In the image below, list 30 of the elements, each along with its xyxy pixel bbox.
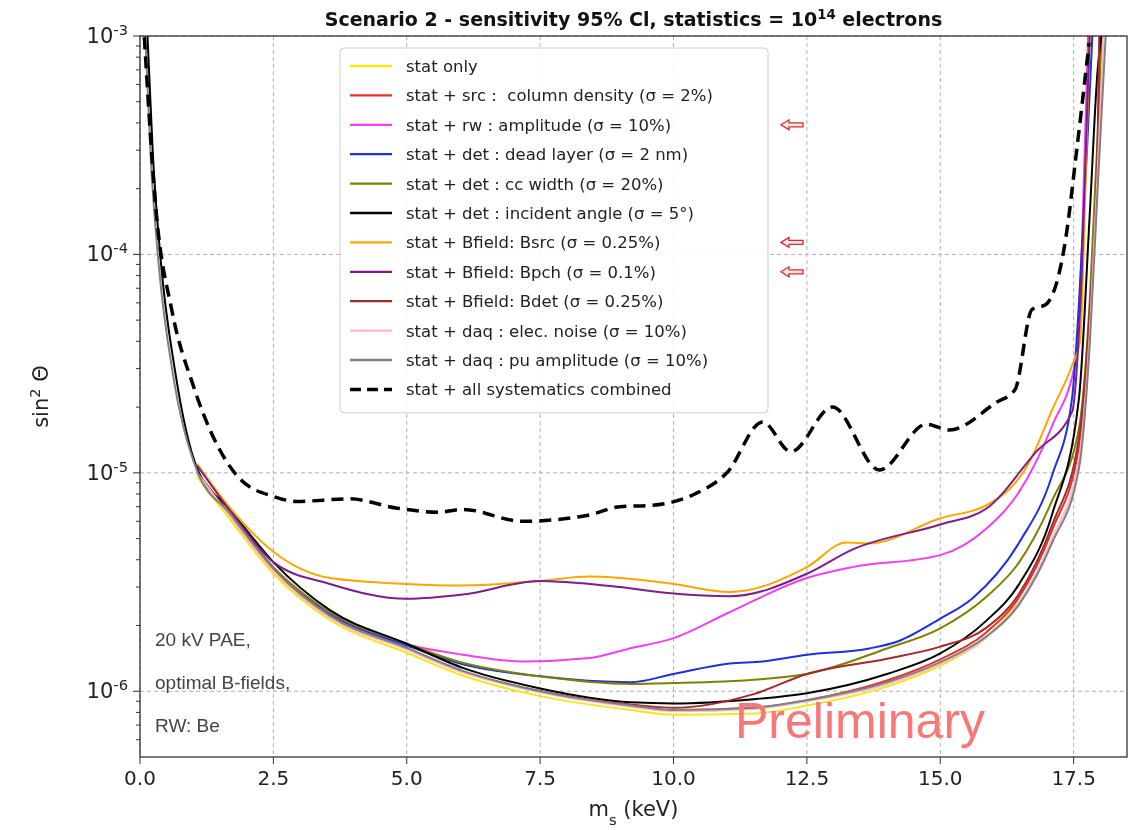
- legend-label: stat + daq : elec. noise (σ = 10%): [406, 321, 687, 341]
- legend-label: stat + Bfield: Bpch (σ = 0.1%): [406, 262, 656, 282]
- legend-label: stat + det : dead layer (σ = 2 nm): [406, 145, 689, 165]
- x-tick-label: 7.5: [524, 766, 557, 790]
- legend-label: stat only: [406, 57, 479, 76]
- y-tick-label: 10$^{-4}$: [86, 238, 128, 267]
- annotation: RW: Be: [155, 715, 220, 736]
- annotation: optimal B-fields,: [155, 672, 291, 693]
- x-tick-label: 5.0: [390, 766, 423, 790]
- x-axis-title: m$_{s}$ (keV): [588, 797, 679, 828]
- legend-label: stat + det : incident angle (σ = 5°): [406, 204, 695, 223]
- y-tick-label: 10$^{-3}$: [86, 20, 128, 48]
- legend-label: stat + Bfield: Bsrc (σ = 0.25%): [406, 233, 661, 253]
- x-tick-label: 10.0: [651, 766, 696, 790]
- legend-label: stat + det : cc width (σ = 20%): [406, 174, 664, 194]
- x-tick-label: 0.0: [124, 766, 156, 790]
- legend-label: stat + daq : pu amplitude (σ = 10%): [406, 351, 709, 370]
- chart-title: Scenario 2 - sensitivity 95% Cl, statistics = 10$^{14}$ electrons: [324, 6, 943, 30]
- y-tick-label: 10$^{-6}$: [86, 675, 128, 704]
- x-tick-label: 12.5: [784, 766, 830, 790]
- x-tick-label: 17.5: [1051, 766, 1096, 790]
- annotation: 20 kV PAE,: [155, 629, 251, 650]
- x-tick-label: 2.5: [257, 766, 290, 790]
- legend-label: stat + Bfield: Bdet (σ = 0.25%): [406, 292, 664, 312]
- legend-label: stat + src : column density (σ = 2%): [406, 86, 713, 106]
- x-tick-label: 15.0: [918, 766, 963, 790]
- y-tick-label: 10$^{-5}$: [86, 457, 128, 485]
- legend-label: stat + rw : amplitude (σ = 10%): [406, 115, 672, 135]
- annotation: Preliminary: [735, 693, 986, 749]
- legend-label: stat + all systematics combined: [406, 380, 672, 400]
